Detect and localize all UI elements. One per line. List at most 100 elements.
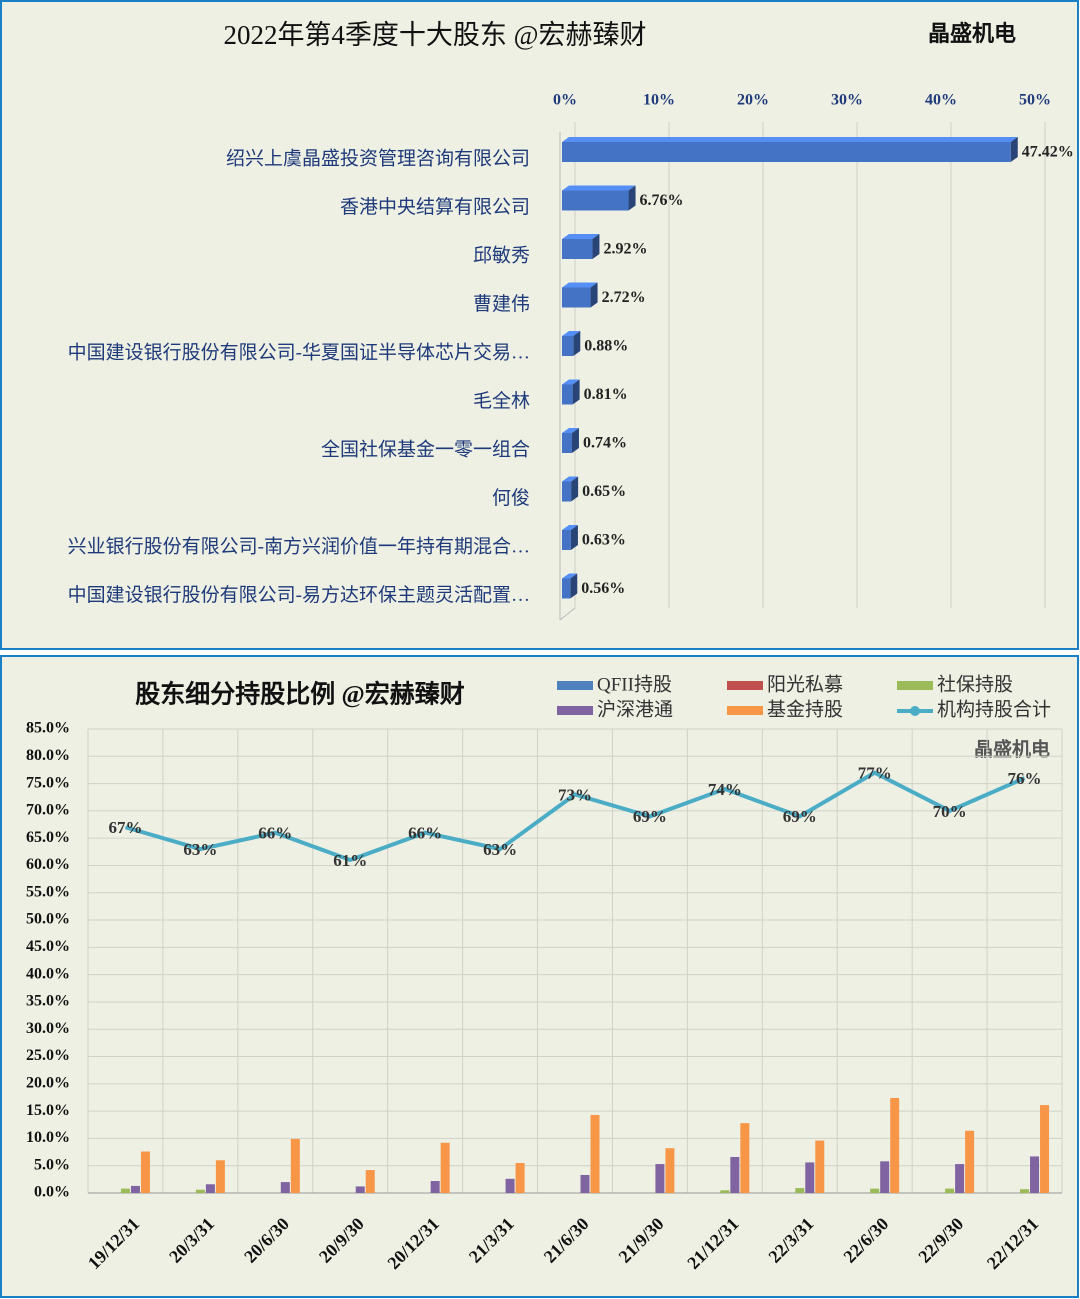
bar — [280, 1182, 290, 1193]
x-tick-label: 20% — [737, 92, 769, 109]
bar-side — [571, 476, 579, 502]
data-label: 0.81% — [584, 386, 628, 403]
bar-top — [562, 428, 579, 433]
y-tick-label: 20.0% — [26, 1074, 70, 1091]
data-label: 0.56% — [581, 580, 625, 597]
bar-side — [1010, 137, 1018, 162]
y-tick-label: 45.0% — [26, 938, 70, 955]
bar-side — [573, 331, 581, 356]
y-tick-label: 0.0% — [34, 1184, 70, 1201]
y-tick-label: 50.0% — [26, 911, 70, 928]
y-tick-label: 85.0% — [26, 720, 70, 737]
bar — [140, 1151, 150, 1193]
bar — [720, 1190, 730, 1193]
y-tick-label: 25.0% — [26, 1047, 70, 1064]
bar — [815, 1140, 825, 1193]
bar-side — [592, 234, 600, 259]
x-tick-label: 0% — [553, 92, 577, 109]
x-tick-label: 30% — [831, 92, 863, 109]
x-tick-label: 10% — [643, 92, 675, 109]
bar — [440, 1142, 450, 1193]
line — [124, 770, 1026, 863]
bar — [562, 331, 581, 356]
data-label: 63% — [183, 840, 217, 859]
data-label: 70% — [933, 802, 967, 821]
y-tick-label: 15.0% — [26, 1102, 70, 1119]
bar — [562, 525, 578, 550]
bar-top — [562, 282, 598, 288]
bar — [1040, 1105, 1050, 1193]
bar — [515, 1162, 525, 1193]
bar — [1020, 1189, 1030, 1193]
bar — [562, 137, 1018, 162]
panel-top — [0, 0, 1079, 650]
bar-front — [562, 287, 591, 308]
category-label: 何俊 — [492, 487, 530, 509]
bar — [805, 1162, 815, 1193]
bar — [562, 379, 580, 405]
bar-top — [562, 234, 600, 239]
data-label: 0.74% — [583, 435, 627, 452]
y-tick-label: 30.0% — [26, 1020, 70, 1037]
bar-front — [562, 142, 1011, 162]
bar — [215, 1160, 225, 1193]
bar-top — [562, 185, 636, 191]
category-label: 毛全林 — [473, 390, 530, 412]
bar — [195, 1189, 205, 1193]
bar — [430, 1180, 440, 1193]
category-label: 中国建设银行股份有限公司-易方达环保主题灵活配置… — [68, 584, 530, 606]
bar — [205, 1184, 215, 1193]
y-tick-label: 60.0% — [26, 856, 70, 873]
bar-front — [562, 481, 572, 502]
legend-swatch — [557, 706, 593, 715]
x-tick-label: 40% — [925, 92, 957, 109]
bar — [505, 1178, 515, 1193]
legend-label: QFII持股 — [597, 673, 672, 695]
data-label: 66% — [258, 824, 292, 843]
chart-title: 股东细分持股比例 @宏赫臻财 — [135, 680, 465, 709]
data-label: 2.92% — [603, 241, 647, 258]
bar — [655, 1164, 665, 1193]
legend-swatch — [557, 681, 593, 690]
bar-top — [562, 379, 580, 385]
legend-swatch — [727, 681, 763, 690]
data-label: 0.88% — [584, 338, 628, 355]
bar — [365, 1170, 375, 1193]
y-tick-label: 80.0% — [26, 747, 70, 764]
category-label: 全国社保基金一零一组合 — [321, 438, 530, 460]
bar-front — [562, 530, 571, 550]
bar — [562, 234, 600, 259]
bar-top — [562, 573, 578, 579]
bar — [795, 1188, 805, 1193]
bar — [965, 1130, 975, 1193]
chart-title: 2022年第4季度十大股东 @宏赫臻财 — [223, 20, 646, 50]
category-label: 兴业银行股份有限公司-南方兴润价值一年持有期混合… — [68, 535, 530, 557]
bar-side — [572, 379, 580, 405]
bar-front — [562, 336, 574, 356]
data-label: 69% — [783, 807, 817, 826]
bar-top — [562, 331, 581, 336]
bar-top — [562, 137, 1018, 142]
bar — [562, 476, 579, 502]
y-tick-label: 35.0% — [26, 993, 70, 1010]
bar — [562, 282, 598, 308]
category-label: 曹建伟 — [473, 293, 530, 315]
bar — [590, 1114, 600, 1193]
bar — [870, 1188, 880, 1193]
bar — [562, 428, 579, 453]
bar — [1030, 1156, 1040, 1193]
data-label: 0.63% — [582, 532, 626, 549]
bar — [562, 185, 636, 211]
annotation: 晶盛机电 — [974, 737, 1050, 760]
bar-front — [562, 190, 629, 211]
category-label: 香港中央结算有限公司 — [340, 196, 530, 218]
data-label: 61% — [333, 851, 367, 870]
data-label: 73% — [558, 785, 592, 804]
legend-label: 基金持股 — [767, 698, 843, 720]
data-label: 69% — [633, 807, 667, 826]
data-label: 47.42% — [1022, 144, 1074, 161]
bar-side — [570, 525, 578, 550]
bar — [562, 573, 578, 599]
data-label: 0.65% — [582, 483, 626, 500]
